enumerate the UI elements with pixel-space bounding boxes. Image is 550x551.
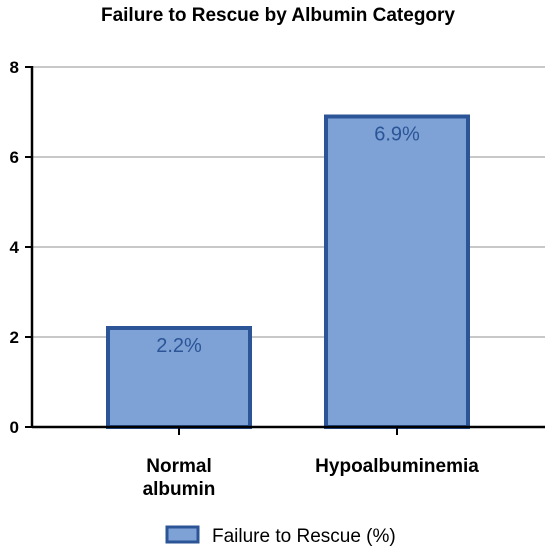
y-tick-label: 6 [10, 148, 19, 167]
legend-label: Failure to Rescue (%) [212, 526, 396, 547]
y-axis-ticks: 0 2 4 6 8 [10, 58, 32, 437]
y-tick-label: 8 [10, 58, 19, 77]
data-label: 2.2% [156, 335, 202, 357]
data-label: 6.9% [374, 124, 420, 146]
x-category-label-line: albumin [143, 479, 216, 500]
x-category-label-line: Normal [146, 456, 211, 477]
bar [106, 326, 252, 429]
bar [324, 114, 470, 429]
bars: 2.2% 6.9% [106, 114, 470, 429]
legend: Failure to Rescue (%) [165, 525, 396, 547]
y-tick-label: 4 [10, 238, 20, 257]
x-category-label: Hypoalbuminemia [315, 456, 479, 477]
y-tick-label: 2 [10, 328, 19, 347]
x-axis-labels: Normal albumin Hypoalbuminemia [143, 456, 480, 500]
y-tick-label: 0 [10, 418, 19, 437]
legend-swatch [165, 525, 200, 544]
x-category-label-line: Hypoalbuminemia [315, 456, 479, 477]
chart-title: Failure to Rescue by Albumin Category [101, 5, 455, 26]
x-category-label: Normal albumin [143, 456, 216, 500]
